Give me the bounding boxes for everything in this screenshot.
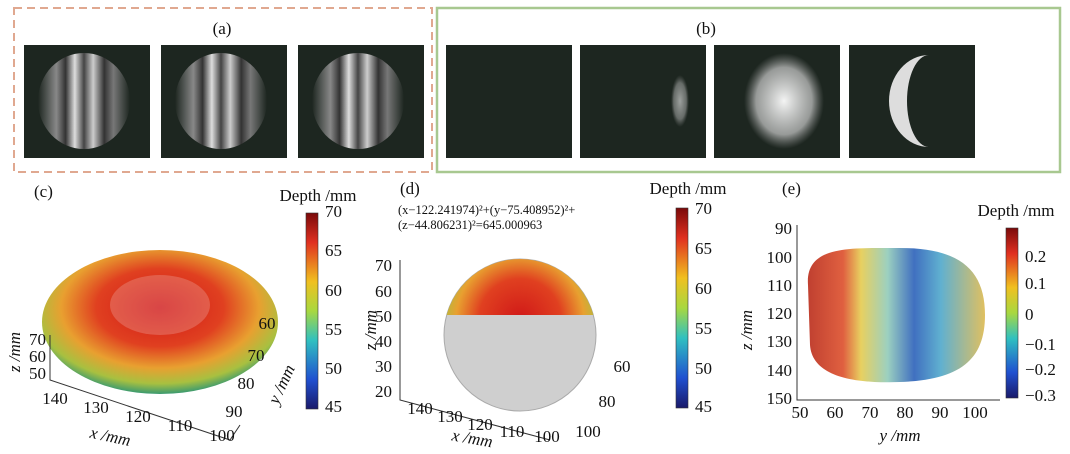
tick-label: 55 bbox=[325, 320, 342, 339]
label: y /mm bbox=[263, 362, 298, 409]
tick-label: 120 bbox=[467, 415, 493, 434]
label: x /mm bbox=[87, 423, 132, 450]
tick-label: 50 bbox=[695, 359, 712, 378]
tick-label: 70 bbox=[695, 199, 712, 218]
tick-label: 60 bbox=[375, 282, 392, 301]
tick-label: 60 bbox=[827, 403, 844, 422]
tick-label: 70 bbox=[375, 256, 392, 275]
tick-label: 150 bbox=[767, 389, 793, 408]
tick-label: 120 bbox=[767, 304, 793, 323]
label: (x−122.241974)²+(y−75.408952)²+ bbox=[398, 203, 575, 217]
tick-label: 60 bbox=[259, 314, 276, 333]
tick-label: 65 bbox=[695, 239, 712, 258]
tick-label: 55 bbox=[695, 319, 712, 338]
tick-label: 130 bbox=[767, 332, 793, 351]
tick-label: 100 bbox=[575, 422, 601, 441]
label: (b) bbox=[696, 19, 716, 38]
tick-label: 65 bbox=[325, 241, 342, 260]
label: (z−44.806231)²=645.000963 bbox=[398, 218, 542, 232]
fringes bbox=[38, 53, 130, 149]
tick-label: 100 bbox=[767, 248, 793, 267]
label: Depth /mm bbox=[978, 201, 1055, 220]
label: (d) bbox=[400, 179, 420, 198]
highlight bbox=[110, 275, 210, 335]
tick-label: 0.1 bbox=[1025, 274, 1046, 293]
label: y /mm bbox=[877, 426, 920, 445]
tick-label: 120 bbox=[125, 407, 151, 426]
surface bbox=[42, 250, 278, 394]
tick-label: −0.3 bbox=[1025, 386, 1056, 405]
fringes bbox=[175, 53, 267, 149]
tick-label: 90 bbox=[775, 219, 792, 238]
tick-label: 110 bbox=[767, 276, 792, 295]
tick-label: 50 bbox=[325, 359, 342, 378]
tick-label: 20 bbox=[375, 382, 392, 401]
spot bbox=[744, 53, 824, 149]
tick-label: 50 bbox=[375, 307, 392, 326]
tick-label: 70 bbox=[325, 202, 342, 221]
tick-label: 100 bbox=[209, 426, 235, 445]
tick-label: 140 bbox=[767, 361, 793, 380]
tick-label: 70 bbox=[29, 330, 46, 349]
tick-label: 140 bbox=[407, 399, 433, 418]
tick-label: 100 bbox=[534, 427, 560, 446]
residual-map bbox=[807, 247, 985, 383]
cap bbox=[446, 259, 594, 315]
spot bbox=[889, 55, 929, 147]
tick-label: 140 bbox=[42, 389, 68, 408]
axis-line bbox=[399, 260, 551, 441]
tick-label: −0.2 bbox=[1025, 360, 1056, 379]
tick-label: 90 bbox=[932, 403, 949, 422]
tick-label: 80 bbox=[897, 403, 914, 422]
colorbar bbox=[305, 212, 319, 410]
tick-label: 110 bbox=[500, 422, 525, 441]
tick-label: −0.1 bbox=[1025, 335, 1056, 354]
tick-label: 80 bbox=[238, 374, 255, 393]
tick-label: 70 bbox=[862, 403, 879, 422]
label: (a) bbox=[213, 19, 232, 38]
tick-label: 45 bbox=[325, 397, 342, 416]
tick-label: 130 bbox=[83, 398, 109, 417]
label: z /mm bbox=[737, 310, 756, 351]
fringes bbox=[312, 53, 404, 149]
tick-label: 60 bbox=[695, 279, 712, 298]
tick-label: 100 bbox=[962, 403, 988, 422]
group-box bbox=[13, 7, 433, 173]
tick-label: 50 bbox=[792, 403, 809, 422]
spot bbox=[671, 75, 689, 127]
tick-label: 110 bbox=[168, 416, 193, 435]
tick-label: 60 bbox=[29, 347, 46, 366]
tick-label: 0.2 bbox=[1025, 247, 1046, 266]
image bbox=[446, 45, 572, 158]
label: Depth /mm bbox=[280, 186, 357, 205]
tick-label: 45 bbox=[695, 397, 712, 416]
tick-label: 30 bbox=[375, 357, 392, 376]
tick-label: 80 bbox=[599, 392, 616, 411]
colorbar bbox=[675, 207, 689, 409]
label: z /mm bbox=[361, 310, 380, 351]
tick-label: 130 bbox=[437, 407, 463, 426]
label: (c) bbox=[34, 182, 53, 201]
tick-label: 0 bbox=[1025, 305, 1034, 324]
tick-label: 90 bbox=[226, 402, 243, 421]
axis-line bbox=[796, 225, 1000, 401]
colorbar bbox=[1005, 227, 1019, 399]
axis-line bbox=[49, 335, 241, 441]
tick-label: 40 bbox=[375, 332, 392, 351]
tick-label: 60 bbox=[614, 357, 631, 376]
label: Depth /mm bbox=[650, 179, 727, 198]
group-box bbox=[435, 6, 1062, 174]
tick-label: 50 bbox=[29, 364, 46, 383]
tick-label: 60 bbox=[325, 281, 342, 300]
label: (e) bbox=[782, 179, 801, 198]
tick-label: 70 bbox=[248, 346, 265, 365]
label: z /mm bbox=[5, 332, 24, 373]
